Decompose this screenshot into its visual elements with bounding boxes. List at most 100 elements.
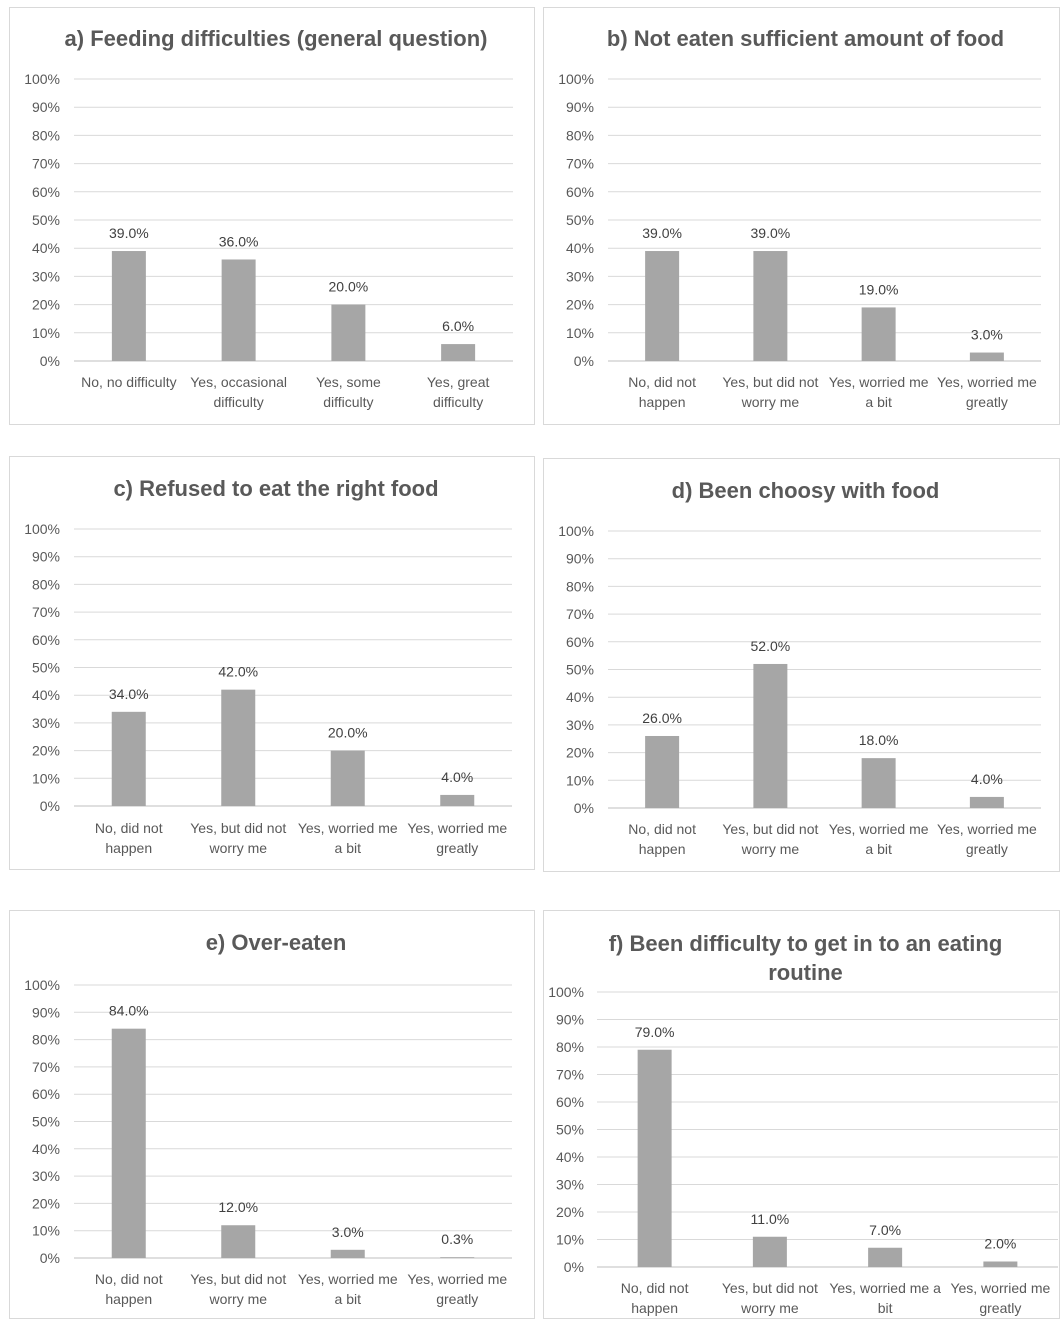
chart-b-y-tick-label: 70% — [566, 156, 594, 172]
chart-e-y-tick-label: 0% — [40, 1250, 60, 1266]
chart-a-bar — [221, 259, 256, 361]
chart-c-y-tick-label: 50% — [32, 660, 60, 676]
chart-a-category-label: Yes, great — [427, 374, 490, 390]
chart-e-bar — [330, 1249, 365, 1258]
chart-a-y-tick-label: 40% — [32, 240, 60, 256]
chart-c-category-label: a bit — [335, 840, 362, 856]
chart-f-y-tick-label: 80% — [556, 1039, 584, 1055]
chart-c-svg: c) Refused to eat the right food 0% 10% 20%… — [24, 476, 512, 856]
chart-a-data-label: 6.0% — [442, 318, 474, 334]
chart-f-bar — [868, 1247, 903, 1267]
chart-d-y-tick-label: 0% — [574, 800, 594, 816]
chart-a-y-tick-label: 30% — [32, 268, 60, 284]
chart-panel-b: b) Not eaten sufficient amount of food 0%… — [543, 7, 1060, 425]
chart-c-category-label: No, did not — [95, 820, 163, 836]
chart-c-y-tick-label: 80% — [32, 576, 60, 592]
chart-panel-a: a) Feeding difficulties (general questio… — [9, 7, 535, 425]
chart-d-y-tick-label: 50% — [566, 662, 594, 678]
chart-d-bar — [969, 796, 1004, 808]
chart-f-bar — [983, 1261, 1018, 1267]
chart-a-y-tick-label: 60% — [32, 184, 60, 200]
chart-b-data-label: 39.0% — [751, 225, 791, 241]
chart-b-bar — [753, 251, 788, 361]
chart-d-category-label: Yes, worried me — [829, 821, 929, 837]
chart-f-title-line-2: routine — [768, 960, 843, 985]
chart-c-y-tick-label: 10% — [32, 770, 60, 786]
chart-c-bar — [330, 750, 365, 806]
chart-e-y-tick-label: 20% — [32, 1195, 60, 1211]
chart-a-y-tick-label: 0% — [40, 353, 60, 369]
chart-d-y-tick-label: 20% — [566, 745, 594, 761]
chart-c-y-tick-label: 0% — [40, 798, 60, 814]
chart-a-category-label: Yes, some — [316, 374, 381, 390]
chart-c-title: c) Refused to eat the right food — [113, 476, 438, 501]
chart-f-y-tick-label: 90% — [556, 1012, 584, 1028]
chart-e-data-label: 0.3% — [441, 1231, 473, 1247]
chart-a-y-tick-label: 100% — [24, 71, 60, 87]
chart-a-data-label: 20.0% — [329, 279, 369, 295]
chart-c-data-label: 20.0% — [328, 725, 368, 741]
chart-e-y-tick-label: 70% — [32, 1059, 60, 1075]
chart-b-y-tick-label: 10% — [566, 325, 594, 341]
chart-f-category-label: bit — [878, 1300, 893, 1316]
chart-e-y-tick-label: 80% — [32, 1032, 60, 1048]
chart-d-data-label: 18.0% — [859, 732, 899, 748]
chart-d-data-label: 4.0% — [971, 771, 1003, 787]
chart-e-data-label: 84.0% — [109, 1003, 149, 1019]
chart-b-y-tick-label: 100% — [558, 71, 594, 87]
chart-d-data-label: 52.0% — [751, 638, 791, 654]
chart-d-category-label: happen — [639, 841, 686, 857]
chart-e-y-tick-label: 40% — [32, 1141, 60, 1157]
chart-f-bar — [752, 1236, 787, 1267]
chart-c-category-label: happen — [105, 840, 152, 856]
chart-b-bar — [645, 251, 680, 361]
chart-d-y-tick-label: 60% — [566, 634, 594, 650]
chart-f-category-label: happen — [631, 1300, 678, 1316]
chart-f-bar — [637, 1049, 672, 1267]
chart-a-y-tick-label: 10% — [32, 325, 60, 341]
chart-a-y-tick-label: 70% — [32, 156, 60, 172]
chart-panel-c: c) Refused to eat the right food 0% 10% 20%… — [9, 456, 535, 870]
chart-e-category-label: a bit — [335, 1291, 362, 1307]
chart-f-data-label: 7.0% — [869, 1222, 901, 1238]
chart-a-category-label: Yes, occasional — [190, 374, 287, 390]
chart-c-data-label: 4.0% — [441, 769, 473, 785]
chart-d-y-tick-label: 70% — [566, 606, 594, 622]
chart-a-category-label: difficulty — [433, 394, 483, 410]
chart-a-bar — [331, 304, 366, 361]
chart-f-y-tick-label: 10% — [556, 1232, 584, 1248]
chart-a-y-tick-label: 80% — [32, 127, 60, 143]
chart-e-data-label: 3.0% — [332, 1224, 364, 1240]
chart-e-y-tick-label: 60% — [32, 1086, 60, 1102]
chart-e-bar — [111, 1028, 146, 1258]
chart-b-data-label: 3.0% — [971, 327, 1003, 343]
chart-c-category-label: Yes, worried me — [407, 820, 507, 836]
chart-c-category-label: worry me — [208, 840, 267, 856]
chart-e-category-label: worry me — [208, 1291, 267, 1307]
chart-b-y-tick-label: 0% — [574, 353, 594, 369]
chart-f-y-tick-label: 60% — [556, 1094, 584, 1110]
chart-c-category-label: Yes, worried me — [298, 820, 398, 836]
chart-b-y-tick-label: 30% — [566, 268, 594, 284]
chart-d-y-tick-label: 80% — [566, 578, 594, 594]
chart-b-y-tick-label: 60% — [566, 184, 594, 200]
chart-panel-e: e) Over-eaten 0% 10% 20% 30% 40% 50% 60% 70% 80% 9… — [9, 910, 535, 1319]
chart-c-y-tick-label: 90% — [32, 549, 60, 565]
chart-b-y-tick-label: 40% — [566, 240, 594, 256]
chart-a-data-label: 39.0% — [109, 225, 149, 241]
chart-d-y-tick-label: 90% — [566, 551, 594, 567]
chart-d-y-tick-label: 30% — [566, 717, 594, 733]
chart-e-svg: e) Over-eaten 0% 10% 20% 30% 40% 50% 60% 70% 80% 9… — [24, 930, 512, 1307]
chart-a-category-label: difficulty — [213, 394, 263, 410]
chart-e-category-label: Yes, but did not — [190, 1271, 286, 1287]
chart-f-category-label: worry me — [740, 1300, 799, 1316]
chart-f-svg: f) Been difficulty to get in to an eatin… — [548, 931, 1058, 1316]
chart-e-y-tick-label: 90% — [32, 1004, 60, 1020]
chart-d-category-label: Yes, worried me — [937, 821, 1037, 837]
chart-d-y-tick-label: 10% — [566, 772, 594, 788]
chart-e-data-label: 12.0% — [218, 1199, 258, 1215]
chart-panel-f: f) Been difficulty to get in to an eatin… — [543, 910, 1060, 1319]
chart-f-y-tick-label: 30% — [556, 1177, 584, 1193]
chart-d-category-label: No, did not — [628, 821, 696, 837]
chart-e-category-label: happen — [105, 1291, 152, 1307]
